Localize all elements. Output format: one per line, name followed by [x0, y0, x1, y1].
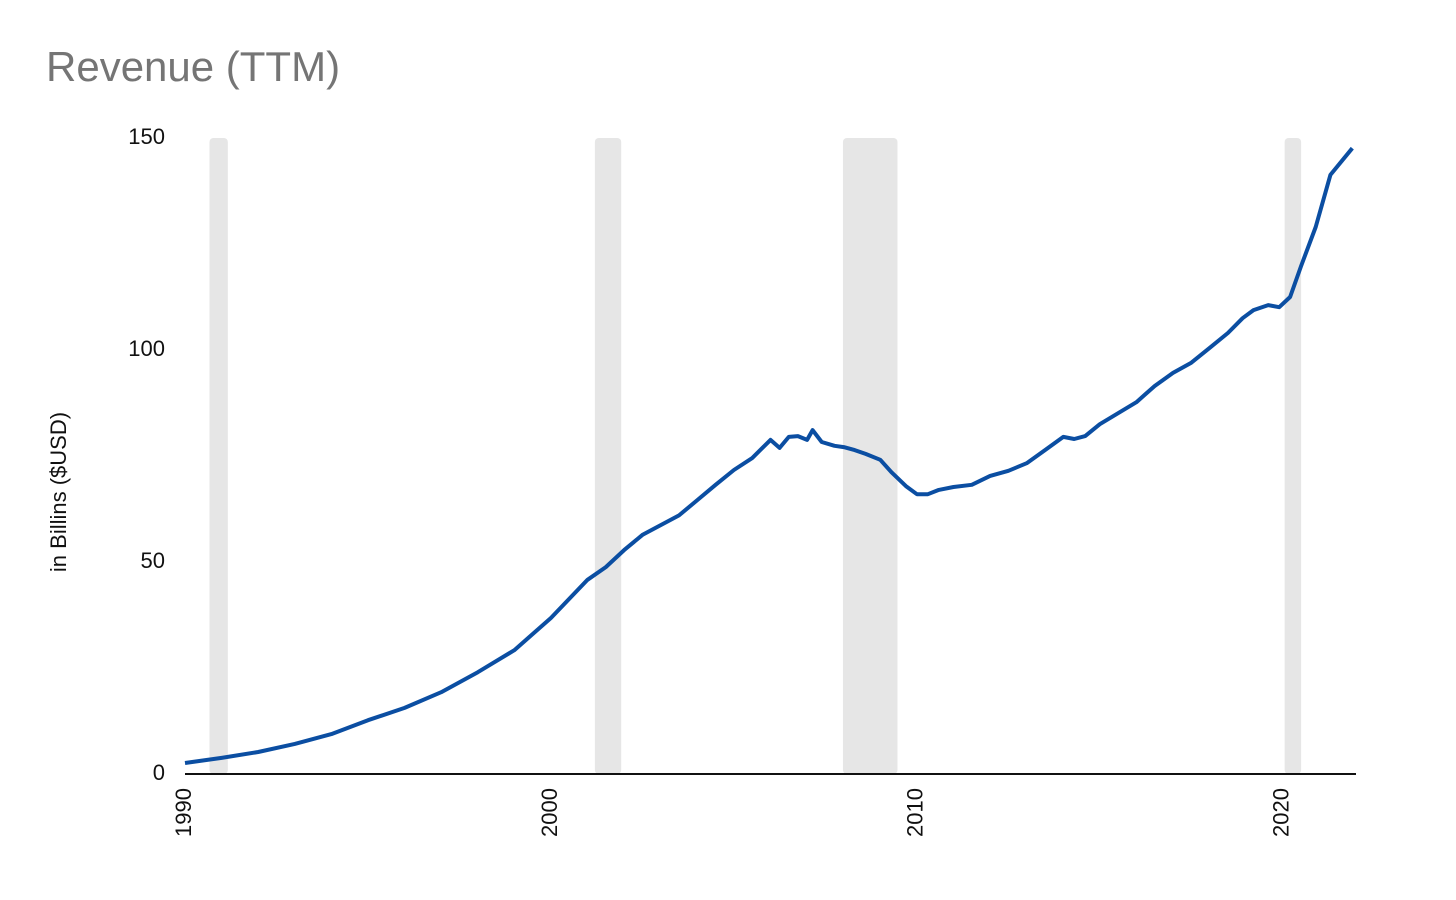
y-tick-label: 100 — [128, 336, 165, 361]
y-axis-label: in Billins ($USD) — [46, 412, 71, 572]
x-tick-label: 2020 — [1269, 788, 1294, 837]
recession-band — [1284, 138, 1302, 774]
y-tick-label: 50 — [141, 548, 165, 573]
y-tick-label: 150 — [128, 124, 165, 149]
x-tick-label: 2000 — [537, 788, 562, 837]
x-tick-label: 2010 — [903, 788, 928, 837]
y-tick-label: 0 — [153, 760, 165, 785]
revenue-line — [184, 146, 1354, 765]
chart-title: Revenue (TTM) — [46, 43, 340, 90]
x-tick-label: 1990 — [171, 788, 196, 837]
recession-band — [209, 138, 228, 774]
recession-band — [594, 138, 622, 774]
